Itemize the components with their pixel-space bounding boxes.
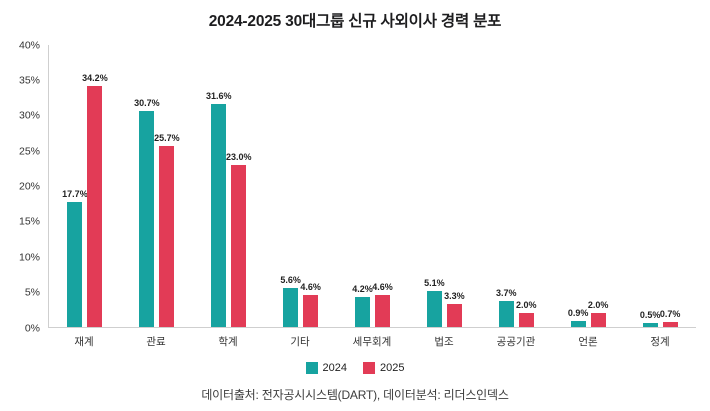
y-tick-label: 25% xyxy=(18,144,40,157)
x-axis-label: 정계 xyxy=(650,336,670,348)
bar-2024 xyxy=(498,300,514,327)
bar-2025 xyxy=(231,164,247,327)
bar-column: 2.0% xyxy=(516,45,537,327)
bar-value-label: 2.0% xyxy=(516,299,537,310)
y-tick-label: 35% xyxy=(18,74,40,87)
y-tick-label: 5% xyxy=(24,286,40,299)
legend: 2024 2025 xyxy=(0,362,710,374)
bar-2025 xyxy=(159,145,175,327)
y-tick-label: 40% xyxy=(18,38,40,51)
bar-value-label: 4.6% xyxy=(372,281,393,292)
bar-value-label: 5.6% xyxy=(280,274,301,285)
bar-column: 23.0% xyxy=(226,45,251,327)
bar-2025 xyxy=(590,312,606,327)
bar-2024 xyxy=(283,287,299,327)
bar-column: 34.2% xyxy=(82,45,108,327)
chart-footer: 데이터출처: 전자공시시스템(DART), 데이터분석: 리더스인덱스 xyxy=(201,388,509,402)
chart-body: 0% 5% 10% 15% 20% 25% 30% 35% 40% 17.7% 34.2% 30.7… xyxy=(0,40,710,349)
bar-2025 xyxy=(303,294,319,327)
bar-column: 0.9% xyxy=(567,45,589,327)
bar-value-label: 0.9% xyxy=(567,307,589,318)
bar-column: 3.3% xyxy=(444,45,465,327)
bar-value-label: 4.2% xyxy=(352,284,373,295)
x-axis-label: 공공기관 xyxy=(496,336,536,348)
y-tick-label: 20% xyxy=(18,180,40,193)
bar-column: 4.2% xyxy=(352,45,373,327)
y-tick-label: 15% xyxy=(18,215,40,228)
bar-value-label: 3.3% xyxy=(444,290,465,301)
plot-area: 17.7% 34.2% 30.7% 25.7% 31.6% 23.0% 5.6% 4.6% 4.… xyxy=(48,45,696,328)
legend-label: 2024 xyxy=(322,362,347,374)
bar-group: 5.1% 3.3% xyxy=(408,45,480,327)
bar-group: 17.7% 34.2% xyxy=(49,45,121,327)
bar-group: 0.5% 0.7% xyxy=(624,45,696,327)
x-axis: 재계 관료 학계 기타 세무회계 법조 공공기관 언론 정계 xyxy=(48,334,696,349)
legend-item-2025: 2025 xyxy=(363,362,404,374)
chart-title: 2024-2025 30대그룹 신규 사외이사 경력 분포 xyxy=(208,13,502,30)
y-tick-label: 10% xyxy=(18,251,40,263)
x-axis-label: 관료 xyxy=(146,336,166,348)
bar-column: 4.6% xyxy=(372,45,393,327)
bar-2024 xyxy=(355,297,370,327)
bar-column: 25.7% xyxy=(154,45,180,327)
bar-group: 31.6% 23.0% xyxy=(193,45,265,327)
bar-2024 xyxy=(139,110,155,327)
bar-value-label: 23.0% xyxy=(225,151,252,162)
bar-group: 4.2% 4.6% xyxy=(337,45,409,327)
y-tick-label: 30% xyxy=(18,109,40,122)
bar-2024 xyxy=(570,320,586,327)
bar-group: 30.7% 25.7% xyxy=(121,45,193,327)
bar-value-label: 25.7% xyxy=(154,132,180,143)
bar-column: 4.6% xyxy=(300,45,321,327)
x-axis-label: 언론 xyxy=(578,336,598,348)
bar-group: 0.9% 2.0% xyxy=(552,45,624,327)
bar-value-label: 4.6% xyxy=(300,281,321,292)
bar-group: 3.7% 2.0% xyxy=(480,45,552,327)
bar-2024 xyxy=(642,323,658,327)
y-axis: 0% 5% 10% 15% 20% 25% 30% 35% 40% xyxy=(8,40,48,333)
bar-2024 xyxy=(211,104,227,327)
bar-column: 0.5% xyxy=(639,45,661,327)
bar-value-label: 2.0% xyxy=(587,299,609,310)
bar-value-label: 31.6% xyxy=(205,91,232,102)
bar-column: 3.7% xyxy=(496,45,517,327)
x-axis-label: 기타 xyxy=(290,336,310,348)
bar-2025 xyxy=(446,303,462,327)
bar-2025 xyxy=(87,85,103,327)
bar-2025 xyxy=(375,294,390,327)
bar-2025 xyxy=(518,312,534,327)
bar-column: 31.6% xyxy=(206,45,231,327)
plot-column: 17.7% 34.2% 30.7% 25.7% 31.6% 23.0% 5.6% 4.6% 4.… xyxy=(48,45,696,349)
x-axis-label: 재계 xyxy=(74,336,94,348)
bar-value-label: 30.7% xyxy=(134,97,160,108)
bar-column: 30.7% xyxy=(134,45,160,327)
bar-value-label: 17.7% xyxy=(62,189,88,200)
y-tick-label: 0% xyxy=(24,321,40,334)
bar-value-label: 3.7% xyxy=(496,287,517,298)
bar-2024 xyxy=(426,291,442,327)
legend-swatch-2024 xyxy=(305,362,318,374)
bar-2024 xyxy=(67,202,83,327)
x-axis-label: 법조 xyxy=(434,336,454,348)
legend-item-2024: 2024 xyxy=(305,362,347,374)
bar-group: 5.6% 4.6% xyxy=(265,45,337,327)
bar-value-label: 34.2% xyxy=(82,72,108,83)
bar-value-label: 0.5% xyxy=(639,310,661,321)
bar-column: 2.0% xyxy=(587,45,609,327)
bar-value-label: 0.7% xyxy=(659,309,681,320)
bar-2025 xyxy=(662,322,678,327)
legend-label: 2025 xyxy=(380,362,405,374)
x-axis-label: 세무회계 xyxy=(352,336,392,348)
bar-column: 0.7% xyxy=(659,45,681,327)
x-axis-label: 학계 xyxy=(218,336,238,348)
legend-swatch-2025 xyxy=(363,362,375,374)
bar-column: 17.7% xyxy=(62,45,88,327)
bar-column: 5.1% xyxy=(424,45,445,327)
bar-column: 5.6% xyxy=(280,45,301,327)
bar-value-label: 5.1% xyxy=(424,278,445,289)
